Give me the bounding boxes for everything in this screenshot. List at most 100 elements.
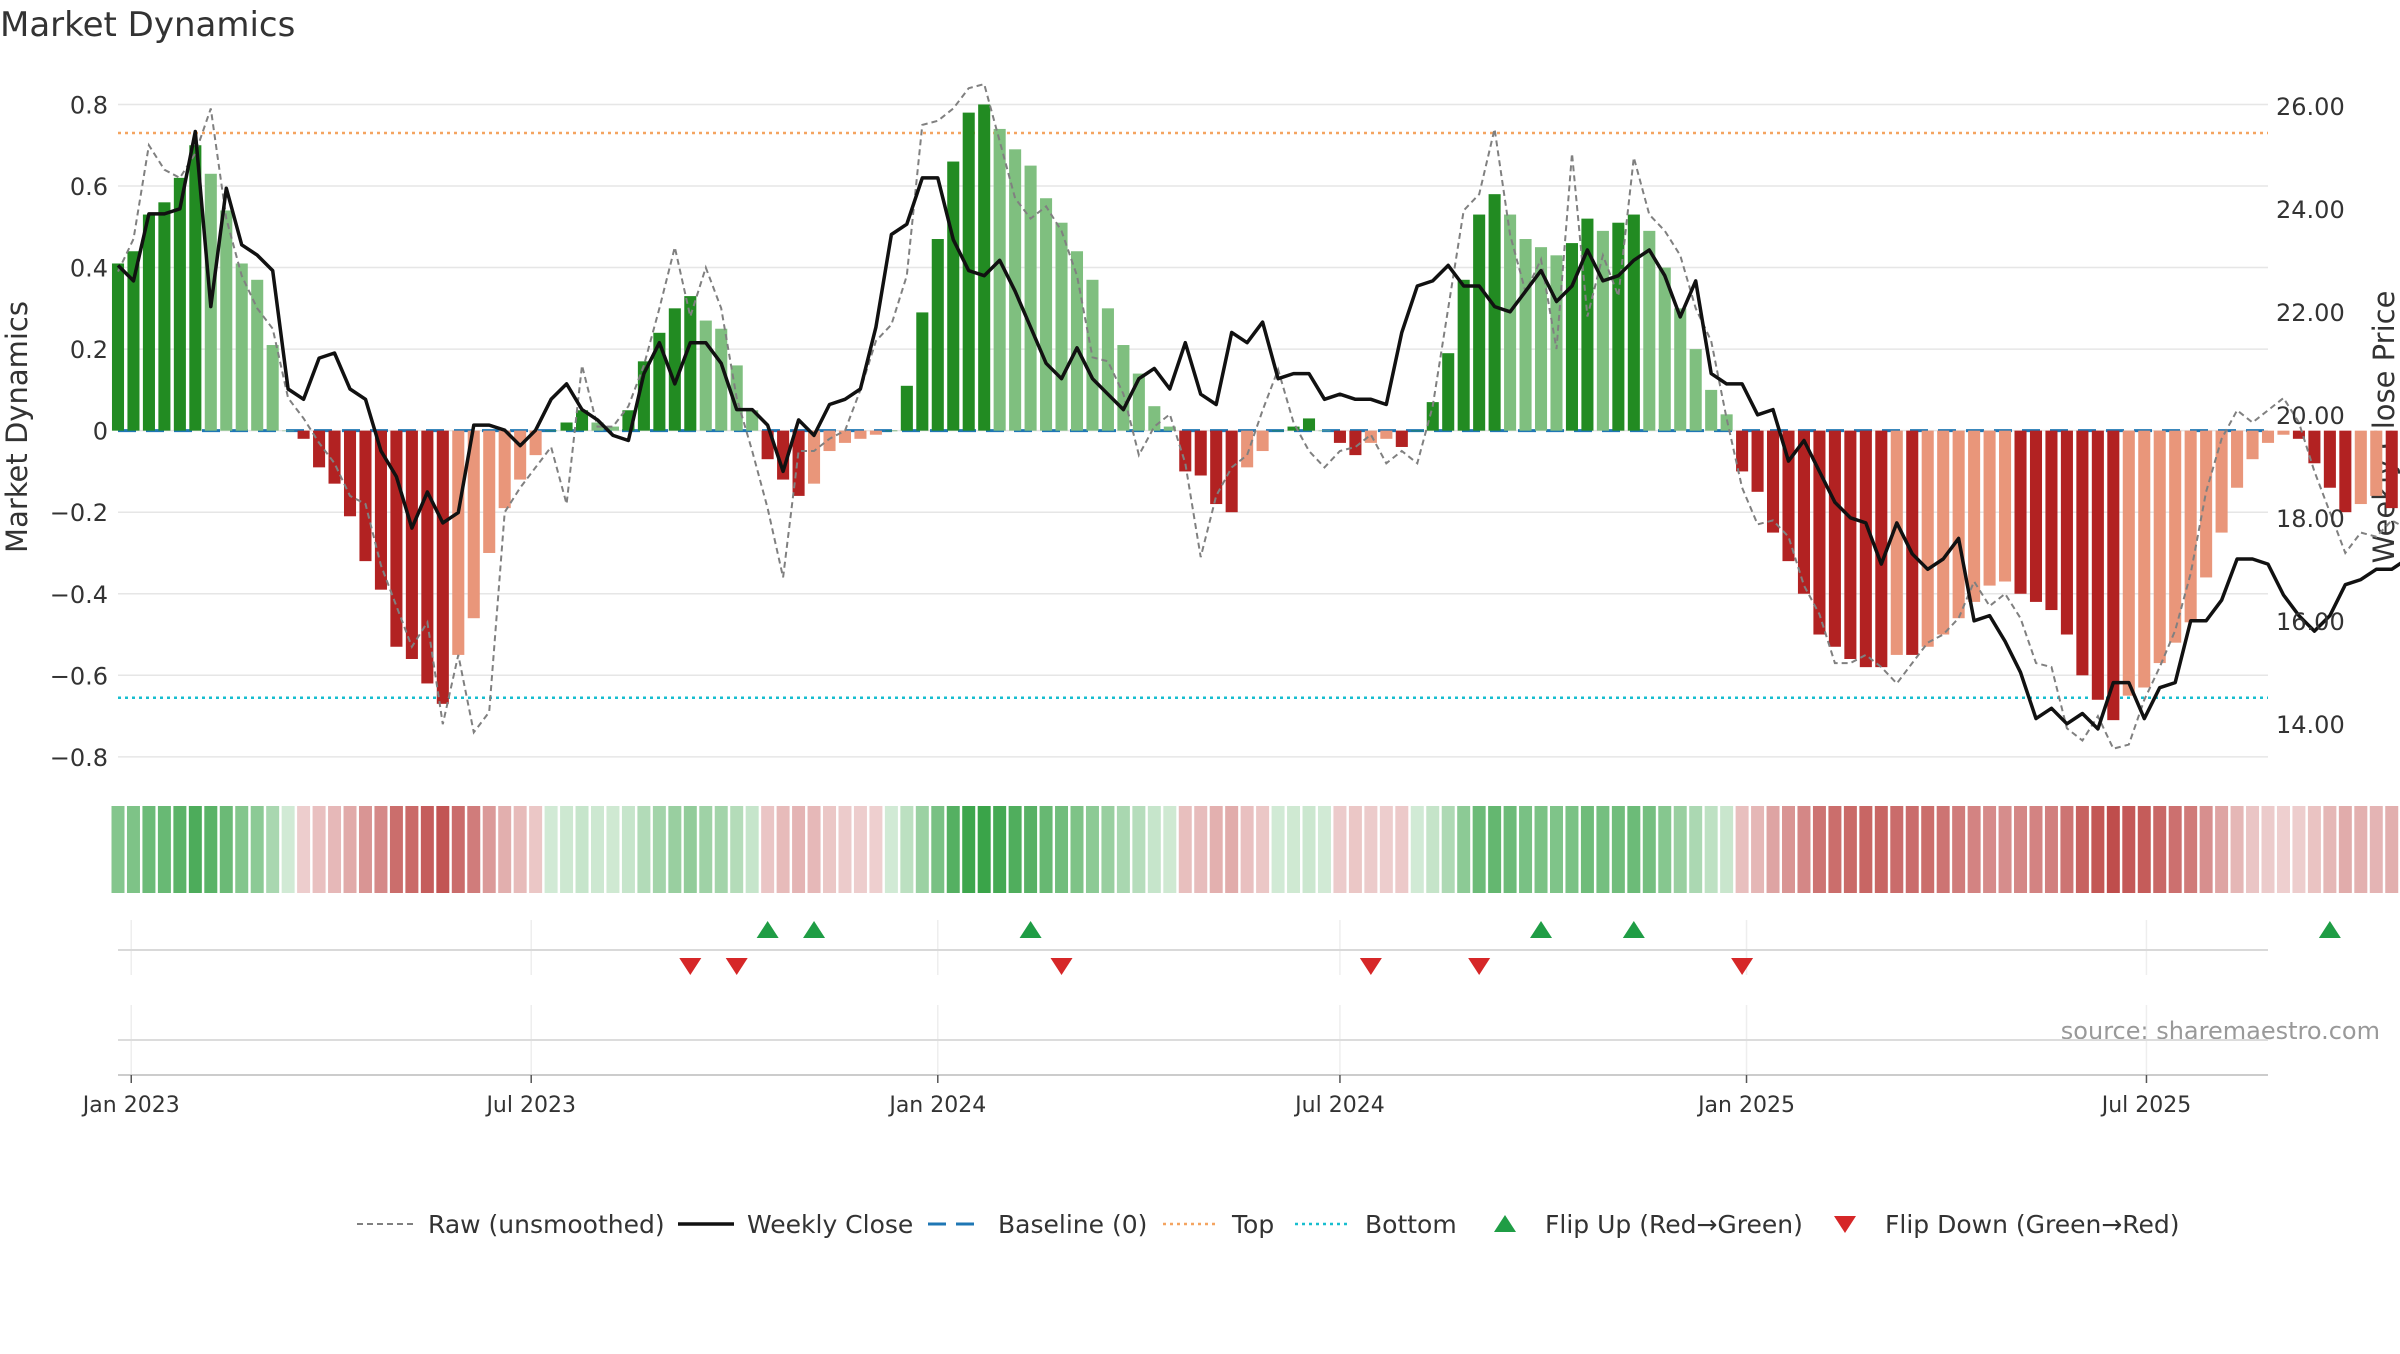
dynamics-bar — [1983, 430, 1996, 586]
regime-cell — [1565, 806, 1579, 893]
dynamics-bar — [993, 128, 1006, 431]
flip-down-marker — [725, 958, 748, 975]
empty-panel — [118, 1005, 2268, 1076]
regime-cell — [1828, 806, 1842, 893]
raw-series — [117, 82, 2400, 750]
dynamics-bar — [421, 430, 434, 684]
dynamics-bar — [1767, 430, 1780, 533]
regime-cell — [1642, 806, 1656, 893]
regime-cell — [1240, 806, 1254, 893]
regime-cell — [1287, 806, 1301, 893]
regime-cell — [931, 806, 945, 893]
dynamics-bar — [1689, 349, 1702, 431]
legend-label: Baseline (0) — [998, 1210, 1147, 1239]
regime-cell — [436, 806, 450, 893]
y2-axis-ticks: 14.00 16.00 18.00 20.00 22.00 24.00 26.00 — [2276, 93, 2345, 739]
dynamics-bar — [1194, 430, 1207, 476]
dynamics-bar — [1256, 430, 1269, 452]
regime-cell — [1766, 806, 1780, 893]
dynamics-bar — [1163, 426, 1176, 431]
regime-cell — [142, 806, 156, 893]
dynamics-bar — [436, 430, 449, 704]
regime-cell — [2029, 806, 2043, 893]
dynamics-bar — [2215, 430, 2228, 533]
dynamics-bar — [2354, 430, 2367, 505]
regime-cell — [1549, 806, 1563, 893]
regime-cell — [1302, 806, 1316, 893]
dynamics-bar — [1890, 430, 1903, 655]
y2-tick-label: 26.00 — [2276, 93, 2345, 121]
y-tick-label: −0.6 — [50, 662, 108, 690]
regime-cell — [498, 806, 512, 893]
dynamics-bar — [854, 430, 867, 439]
dynamics-bar — [931, 239, 944, 431]
regime-cell — [1611, 806, 1625, 893]
regime-cell — [1317, 806, 1331, 893]
dynamics-bar — [498, 430, 511, 509]
dynamics-bar — [1921, 430, 1934, 647]
dynamics-bar — [1070, 251, 1084, 431]
dynamics-bar — [2308, 430, 2321, 464]
dynamics-bar — [668, 308, 681, 431]
regime-cell — [884, 806, 898, 893]
legend-label: Top — [1231, 1210, 1274, 1239]
regime-cell — [668, 806, 682, 893]
regime-cell — [1673, 806, 1687, 893]
dynamics-bar — [1643, 230, 1656, 431]
y-tick-label: 0.6 — [70, 173, 108, 201]
x-tick-label: Jan 2023 — [81, 1093, 180, 1118]
dynamics-bar — [606, 426, 619, 431]
dynamics-bar — [1705, 389, 1718, 431]
regime-cell — [2184, 806, 2198, 893]
regime-cell — [1395, 806, 1409, 893]
dynamics-bar — [1457, 279, 1470, 431]
regime-cell — [1163, 806, 1177, 893]
dynamics-bar — [1875, 430, 1888, 668]
legend-label: Raw (unsmoothed) — [428, 1210, 665, 1239]
dynamics-bar — [1024, 165, 1037, 431]
dynamics-bar — [1751, 430, 1764, 492]
regime-cell — [1116, 806, 1130, 893]
dynamics-bar — [1333, 430, 1346, 443]
regime-cell — [2106, 806, 2120, 893]
dynamics-bar — [699, 320, 712, 431]
regime-cell — [977, 806, 991, 893]
regime-cell — [1256, 806, 1270, 893]
dynamics-bar — [142, 214, 155, 431]
dynamics-bar — [1225, 430, 1238, 513]
regime-cell — [2323, 806, 2337, 893]
dynamics-bar — [916, 312, 929, 431]
regime-cell — [853, 806, 867, 893]
regime-cell — [1008, 806, 1022, 893]
regime-cell — [312, 806, 326, 893]
dynamics-bar — [2261, 430, 2275, 443]
bar-series — [111, 104, 2398, 721]
regime-cell — [2215, 806, 2229, 893]
regime-cell — [1209, 806, 1223, 893]
dynamics-bar — [1844, 430, 1857, 659]
regime-cell — [1364, 806, 1378, 893]
regime-cell — [2246, 806, 2260, 893]
dynamics-bar — [1504, 214, 1517, 431]
dynamics-bar — [715, 328, 728, 431]
flip-up-marker — [2318, 921, 2341, 938]
regime-cell — [1070, 806, 1084, 893]
regime-cell — [544, 806, 558, 893]
regime-cell — [730, 806, 744, 893]
dynamics-bar — [1179, 430, 1192, 472]
dynamics-bar — [2184, 430, 2197, 623]
regime-cell — [807, 806, 821, 893]
dynamics-bar — [1241, 430, 1254, 468]
regime-cell — [2385, 806, 2399, 893]
regime-cell — [1890, 806, 1904, 893]
dynamics-bar — [343, 430, 357, 517]
regime-cell — [1689, 806, 1703, 893]
regime-cell — [266, 806, 280, 893]
regime-cell — [1735, 806, 1749, 893]
legend: Raw (unsmoothed) Weekly Close Baseline (0)… — [357, 1210, 2180, 1239]
regime-cell — [745, 806, 759, 893]
regime-cell — [451, 806, 465, 893]
dynamics-bar — [2045, 430, 2058, 611]
dynamics-bar — [746, 410, 759, 431]
dynamics-bar — [1937, 430, 1950, 635]
